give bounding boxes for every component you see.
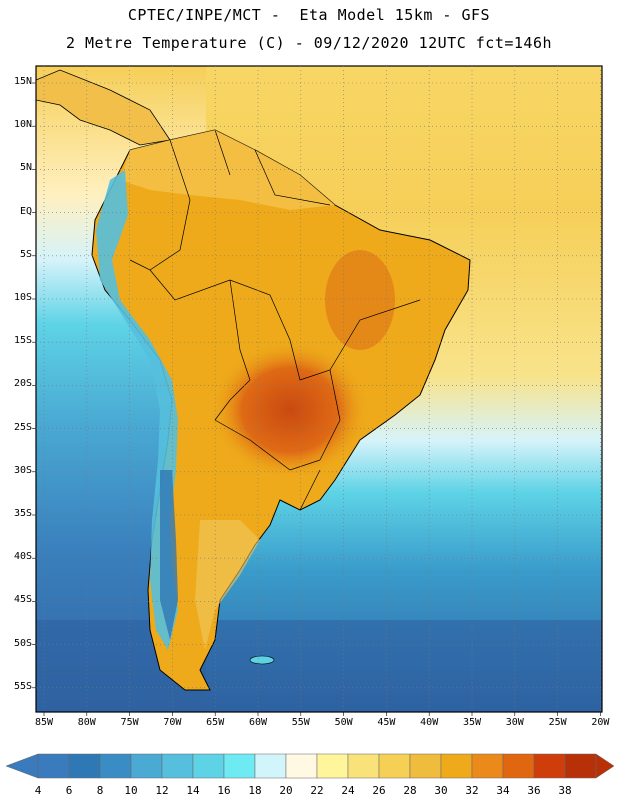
colorbar-cell (223, 753, 256, 779)
colorbar-label: 20 (279, 784, 293, 797)
colorbar-cell (440, 753, 473, 779)
colorbar (5, 753, 615, 779)
colorbar-label: 36 (527, 784, 541, 797)
colorbar-cell (378, 753, 411, 779)
colorbar-left-arrow (5, 753, 39, 779)
lon-label: 40W (420, 717, 439, 728)
lon-label: 45W (377, 717, 396, 728)
colorbar-cell (192, 753, 225, 779)
lon-label: 80W (77, 717, 96, 728)
lon-label: 85W (34, 717, 54, 728)
lon-label: 60W (248, 717, 268, 728)
lat-label: 20S (13, 378, 32, 390)
colorbar-label: 14 (186, 784, 200, 797)
colorbar-cell (533, 753, 566, 779)
lon-label: 20W (591, 717, 610, 728)
colorbar-label: 24 (341, 784, 355, 797)
colorbar-label: 18 (248, 784, 262, 797)
map-title-line1: CPTEC/INPE/MCT - Eta Model 15km - GFS (127, 6, 491, 24)
lon-label: 35W (462, 717, 482, 728)
map-frame (35, 65, 603, 713)
lat-label: 10S (13, 292, 32, 303)
northern-warm-region (120, 130, 335, 210)
lat-label: 15S (13, 335, 32, 347)
lat-label: 50S (13, 637, 32, 649)
colorbar-cell (347, 753, 380, 779)
lat-label: 5S (19, 248, 32, 260)
hot-northeast-region (325, 250, 395, 350)
map-title-line2: 2 Metre Temperature (C) - 09/12/2020 12U… (65, 34, 553, 52)
southern-ocean (36, 620, 602, 712)
andes-cold-region (96, 170, 178, 650)
lat-label: 35S (13, 508, 32, 519)
lat-label: 30S (13, 464, 32, 476)
lon-label: 70W (163, 717, 182, 728)
colorbar-label: 8 (96, 784, 104, 797)
colorbar-label: 34 (496, 784, 510, 797)
colorbar-label: 6 (65, 784, 73, 797)
colorbar-label: 16 (217, 784, 231, 797)
lat-label: 40S (13, 551, 32, 563)
patagonia-region (195, 520, 260, 650)
colorbar-cell (254, 753, 287, 779)
lat-label: 5N (19, 162, 32, 174)
colorbar-cell (471, 753, 504, 779)
colorbar-label: 30 (434, 784, 448, 797)
colorbar-label: 28 (403, 784, 417, 797)
colorbar-label: 32 (465, 784, 479, 797)
colorbar-cell (68, 753, 101, 779)
lon-label: 55W (291, 717, 310, 728)
colorbar-cell (502, 753, 535, 779)
colorbar-cell (316, 753, 349, 779)
colorbar-label: 4 (34, 784, 42, 797)
falkland-islands (249, 655, 275, 665)
colorbar-label: 26 (372, 784, 386, 797)
colorbar-cell (99, 753, 132, 779)
lon-label: 75W (120, 717, 139, 728)
hot-core-region (210, 340, 370, 480)
lat-label: 55S (13, 680, 32, 692)
colorbar-cell (37, 753, 70, 779)
lon-label: 50W (334, 717, 353, 728)
colorbar-right-arrow (595, 753, 615, 779)
colorbar-label: 22 (310, 784, 324, 797)
colorbar-cell (564, 753, 597, 779)
map-field (36, 66, 602, 712)
colorbar-cell (409, 753, 442, 779)
colorbar-label: 12 (155, 784, 169, 797)
lat-label: 10N (13, 119, 32, 131)
lat-label: 25S (13, 421, 32, 433)
lat-label: 15N (13, 76, 32, 87)
colorbar-label: 38 (558, 784, 572, 797)
lat-label: 45S (13, 594, 32, 606)
colorbar-cell (161, 753, 194, 779)
colorbar-cell (285, 753, 318, 779)
colorbar-cell (130, 753, 163, 779)
lat-label: EQ (19, 205, 32, 217)
lon-label: 65W (206, 717, 225, 728)
lon-label: 25W (548, 717, 567, 728)
colorbar-label: 10 (124, 784, 138, 797)
southern-andes-coldest (160, 470, 178, 640)
lon-label: 30W (505, 717, 524, 728)
graticule (32, 66, 602, 716)
country-borders (129, 129, 421, 511)
